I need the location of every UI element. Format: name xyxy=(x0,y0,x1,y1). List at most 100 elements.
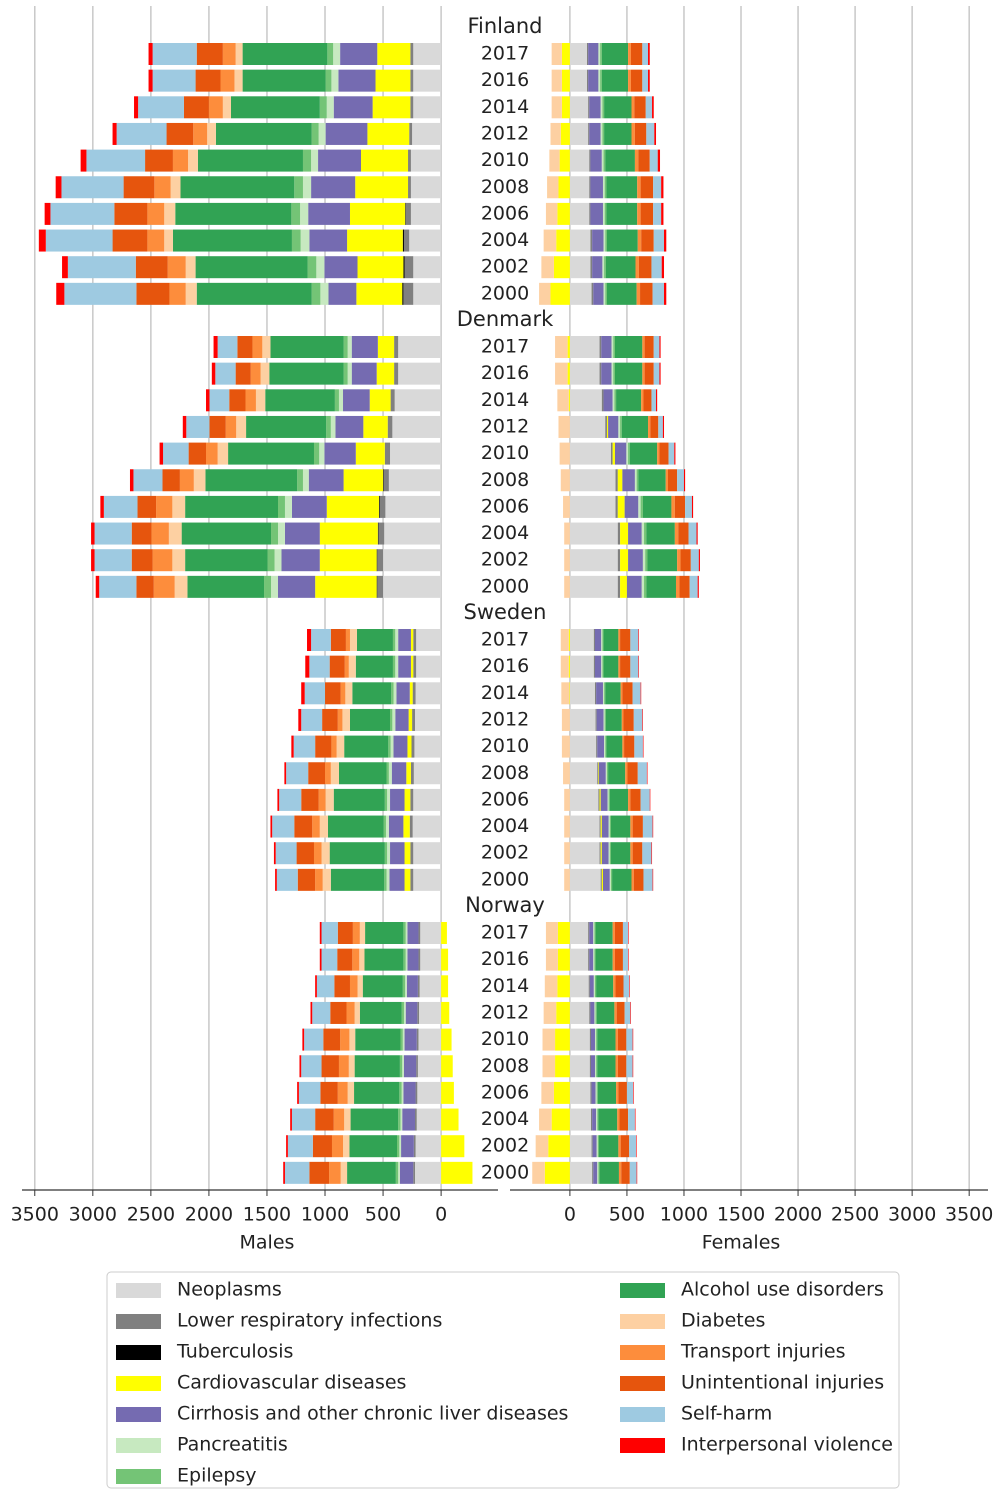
bar-segment xyxy=(596,735,598,758)
bar-segment xyxy=(638,469,666,492)
bar-segment xyxy=(441,1135,465,1158)
bar-segment xyxy=(172,149,189,172)
category-label: 2008 xyxy=(481,762,529,784)
bar-segment xyxy=(621,415,649,438)
bar-segment xyxy=(618,1081,627,1104)
bar-segment xyxy=(390,708,393,731)
category-label: 2000 xyxy=(481,868,529,890)
bar-segment xyxy=(409,682,413,705)
x-axis-label: Males xyxy=(240,1232,295,1254)
bar-segment xyxy=(403,1055,417,1078)
bar-segment xyxy=(602,868,610,891)
bar-segment xyxy=(547,176,559,199)
legend-box xyxy=(106,1271,900,1489)
category-label: 2006 xyxy=(481,202,529,224)
bar-segment xyxy=(645,96,653,119)
bar-segment xyxy=(355,1028,401,1051)
bar-segment xyxy=(403,922,406,944)
bar-segment xyxy=(302,1028,305,1051)
bar-segment xyxy=(188,442,207,465)
category-label: 2016 xyxy=(481,362,529,384)
bar-segment xyxy=(555,1028,570,1051)
bar-segment xyxy=(412,682,416,705)
bar-segment xyxy=(592,1108,597,1131)
bar-segment xyxy=(654,122,657,145)
bar-segment xyxy=(80,149,87,172)
x-tick-label: 500 xyxy=(609,1204,645,1226)
bar-segment xyxy=(398,1161,400,1184)
x-axis-label: Females xyxy=(702,1232,781,1254)
bar-segment xyxy=(271,575,278,598)
bar-segment xyxy=(615,1028,618,1051)
bar-segment xyxy=(600,788,608,811)
category-label: 2016 xyxy=(481,948,529,970)
bar-segment xyxy=(152,549,173,572)
bar-segment xyxy=(352,682,392,705)
bar-segment xyxy=(592,1135,597,1158)
bar-segment xyxy=(401,1081,404,1104)
bar-segment xyxy=(613,975,616,998)
bar-segment xyxy=(395,1161,399,1184)
x-tick-label: 500 xyxy=(365,1204,401,1226)
bar-segment xyxy=(678,522,689,545)
category-label: 2017 xyxy=(481,43,529,65)
bar-segment xyxy=(384,442,391,465)
bar-segment xyxy=(601,69,629,92)
bar-segment xyxy=(544,1161,570,1184)
bar-segment xyxy=(398,362,442,385)
bar-segment xyxy=(613,336,615,358)
bar-segment xyxy=(569,389,602,412)
bar-segment xyxy=(413,842,442,865)
bar-segment xyxy=(307,629,312,651)
bar-segment xyxy=(590,1081,592,1104)
bar-segment xyxy=(589,948,594,971)
bar-segment xyxy=(591,282,594,305)
bar-segment xyxy=(593,1161,598,1184)
category-label: 2002 xyxy=(481,842,529,864)
bar-segment xyxy=(319,922,322,944)
bar-segment xyxy=(569,495,616,518)
bar-segment xyxy=(148,43,153,65)
bar-segment xyxy=(388,469,442,492)
bar-segment xyxy=(594,629,602,651)
bar-segment xyxy=(627,762,638,785)
bar-segment xyxy=(277,788,280,811)
bar-segment xyxy=(417,1055,442,1078)
bar-segment xyxy=(594,948,596,971)
bar-segment xyxy=(135,256,168,279)
bar-segment xyxy=(602,256,605,279)
bar-segment xyxy=(357,975,363,998)
bar-segment xyxy=(402,229,404,252)
bar-segment xyxy=(301,708,323,731)
bar-segment xyxy=(590,1055,595,1078)
bar-segment xyxy=(185,549,268,572)
bar-segment xyxy=(561,43,570,65)
bar-segment xyxy=(612,442,615,465)
bar-segment xyxy=(410,868,414,891)
bar-segment xyxy=(333,1108,345,1131)
bar-segment xyxy=(624,1001,631,1024)
bar-segment xyxy=(603,229,606,252)
bar-segment xyxy=(246,415,327,438)
bar-segment xyxy=(406,762,411,785)
bar-segment xyxy=(606,762,609,785)
bar-segment xyxy=(595,1081,597,1104)
bar-segment xyxy=(590,149,602,172)
bar-segment xyxy=(394,336,399,358)
bar-segment xyxy=(337,922,353,944)
bar-segment xyxy=(648,69,650,92)
bar-segment xyxy=(551,43,562,65)
bar-segment xyxy=(343,362,348,385)
bar-segment xyxy=(618,655,621,678)
bar-segment xyxy=(595,948,613,971)
bar-segment xyxy=(690,549,699,572)
bar-segment xyxy=(606,176,638,199)
bar-segment xyxy=(569,1001,590,1024)
bar-segment xyxy=(297,1081,299,1104)
bar-segment xyxy=(222,43,236,65)
bar-segment xyxy=(338,1055,349,1078)
bar-segment xyxy=(211,362,216,385)
bar-segment xyxy=(349,629,357,651)
bar-segment xyxy=(403,282,414,305)
x-tick-label: 1500 xyxy=(717,1204,765,1226)
